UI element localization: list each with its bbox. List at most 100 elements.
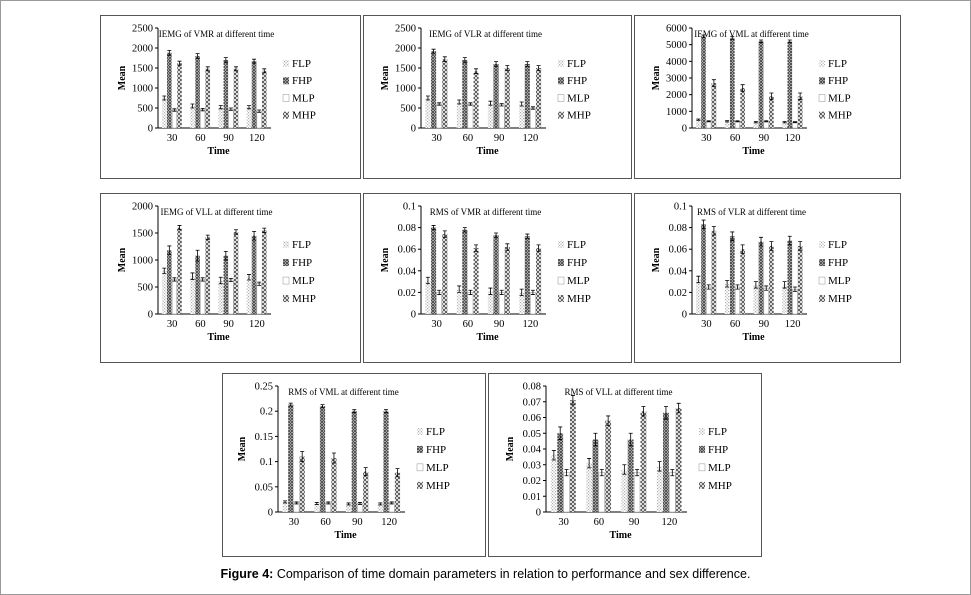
y-tick-label: 0.06	[669, 245, 687, 256]
error-bar-mhp-120	[536, 244, 541, 252]
error-bar-mlp-60	[326, 501, 331, 505]
bar-fhp-30	[431, 227, 437, 314]
y-tick-label: 0.02	[523, 476, 541, 487]
caption-text: Comparison of time domain parameters in …	[273, 567, 751, 581]
legend-label-mhp: MHP	[708, 480, 732, 492]
chart-panel-rms-vll: RMS of VLL at different time 0 0.01 0.02 0.0…	[488, 373, 762, 557]
legend-label-flp: FLP	[292, 239, 311, 251]
bar-fhp-90	[627, 439, 634, 512]
y-tick-label: 2000	[132, 44, 153, 55]
bar-fhp-90	[351, 411, 357, 512]
y-tick-label: 0.2	[260, 407, 273, 418]
x-axis-label: Time	[742, 332, 765, 343]
legend-label-fhp: FHP	[708, 444, 728, 456]
y-tick-label: 0.1	[260, 457, 273, 468]
bar-mhp-60	[740, 88, 745, 128]
chart-svg-rms-vll: RMS of VLL at different time 0 0.01 0.02 0.0…	[505, 382, 732, 542]
bar-flp-90	[753, 284, 759, 314]
y-tick-label: 2000	[395, 44, 416, 55]
chart-svg-rms-vmr: RMS of VMR at different time 0 0.02 0.04 0.0…	[380, 202, 591, 344]
bar-mlp-60	[200, 109, 206, 129]
y-tick-label: 0	[148, 310, 153, 321]
bar-fhp-60	[195, 255, 200, 314]
y-tick-label: 2500	[395, 24, 416, 35]
error-bar-flp-90	[753, 121, 758, 124]
x-tick-label: 30	[167, 133, 178, 144]
y-tick-label: 0.25	[255, 382, 273, 393]
legend-label-fhp: FHP	[292, 75, 312, 87]
bar-flp-30	[696, 119, 701, 128]
error-bar-flp-90	[488, 287, 493, 295]
legend-swatch-fhp	[819, 259, 825, 267]
error-bar-fhp-30	[701, 34, 706, 39]
error-bar-flp-30	[551, 450, 556, 461]
bar-mlp-90	[228, 108, 234, 129]
bar-flp-90	[345, 503, 352, 512]
bar-mhp-60	[205, 237, 211, 314]
error-bar-mlp-30	[437, 102, 442, 106]
x-tick-label: 90	[494, 319, 505, 330]
y-axis-label: Mean	[380, 65, 391, 90]
bar-flp-120	[519, 104, 525, 128]
bar-mhp-90	[504, 247, 510, 314]
x-axis-label: Time	[742, 146, 765, 157]
error-bar-fhp-60	[730, 231, 735, 241]
chart-svg-rms-vlr: RMS of VLR at different time 0 0.02 0.04 0.0…	[651, 202, 852, 344]
chart-svg-iemg-vlr: IEMG of VLR at different time 0 500 1000 150…	[380, 24, 591, 158]
bar-flp-120	[782, 122, 787, 128]
bar-mhp-120	[675, 408, 682, 512]
y-axis-label: Mean	[117, 65, 128, 90]
x-tick-label: 60	[320, 517, 331, 528]
x-tick-label: 30	[167, 319, 178, 330]
x-tick-label: 60	[594, 517, 605, 528]
error-bar-fhp-90	[759, 39, 764, 44]
bar-fhp-120	[383, 411, 389, 512]
legend-swatch-mhp	[558, 295, 564, 303]
bar-mlp-60	[734, 121, 741, 129]
error-bar-flp-120	[519, 101, 524, 107]
bar-fhp-90	[493, 64, 499, 128]
error-bar-fhp-90	[223, 250, 228, 261]
legend-swatch-mhp	[819, 295, 825, 303]
bar-mlp-120	[256, 110, 262, 129]
bar-flp-90	[487, 291, 493, 314]
error-bar-flp-120	[246, 274, 251, 281]
legend-label-mhp: MHP	[567, 110, 591, 122]
y-tick-label: 0	[268, 508, 273, 519]
bar-mhp-90	[504, 68, 510, 128]
legend-label-fhp: FHP	[567, 75, 587, 87]
bar-fhp-30	[701, 224, 706, 314]
y-tick-label: 4000	[666, 57, 687, 68]
bar-flp-30	[161, 270, 167, 314]
bar-mhp-120	[394, 472, 401, 512]
error-bar-mhp-60	[740, 244, 745, 254]
error-bar-mlp-60	[735, 120, 740, 123]
bar-mlp-120	[669, 472, 676, 513]
y-tick-label: 0.07	[523, 397, 541, 408]
legend-swatch-fhp	[417, 445, 423, 453]
chart-title: RMS of VLR at different time	[697, 207, 806, 217]
error-bar-fhp-60	[593, 432, 598, 447]
legend-label-mlp: MLP	[567, 275, 590, 287]
legend-swatch-flp	[558, 241, 564, 249]
y-tick-label: 0	[682, 310, 687, 321]
error-bar-mhp-90	[505, 65, 510, 71]
bar-mhp-30	[177, 63, 182, 129]
error-bar-flp-30	[283, 500, 288, 504]
y-tick-label: 2500	[132, 24, 153, 35]
bar-fhp-60	[729, 236, 735, 314]
error-bar-mhp-60	[606, 415, 611, 426]
legend-label-fhp: FHP	[567, 257, 587, 269]
chart-svg-iemg-vmr: IEMG of VMR at different time 0 500 1000 150…	[117, 24, 316, 158]
chart-panel-rms-vml: RMS of VML at different time 0 0.05 0.1 0.15…	[222, 373, 486, 557]
error-bar-mlp-60	[735, 284, 740, 290]
bar-flp-30	[282, 501, 288, 512]
x-tick-label: 90	[352, 517, 363, 528]
error-bar-mhp-60	[740, 84, 745, 92]
error-bar-mlp-90	[357, 502, 362, 505]
x-tick-label: 90	[223, 133, 234, 144]
legend-swatch-fhp	[558, 77, 564, 85]
legend-swatch-mlp	[818, 94, 826, 102]
bar-fhp-90	[223, 255, 229, 314]
legend-label-flp: FLP	[828, 58, 847, 70]
